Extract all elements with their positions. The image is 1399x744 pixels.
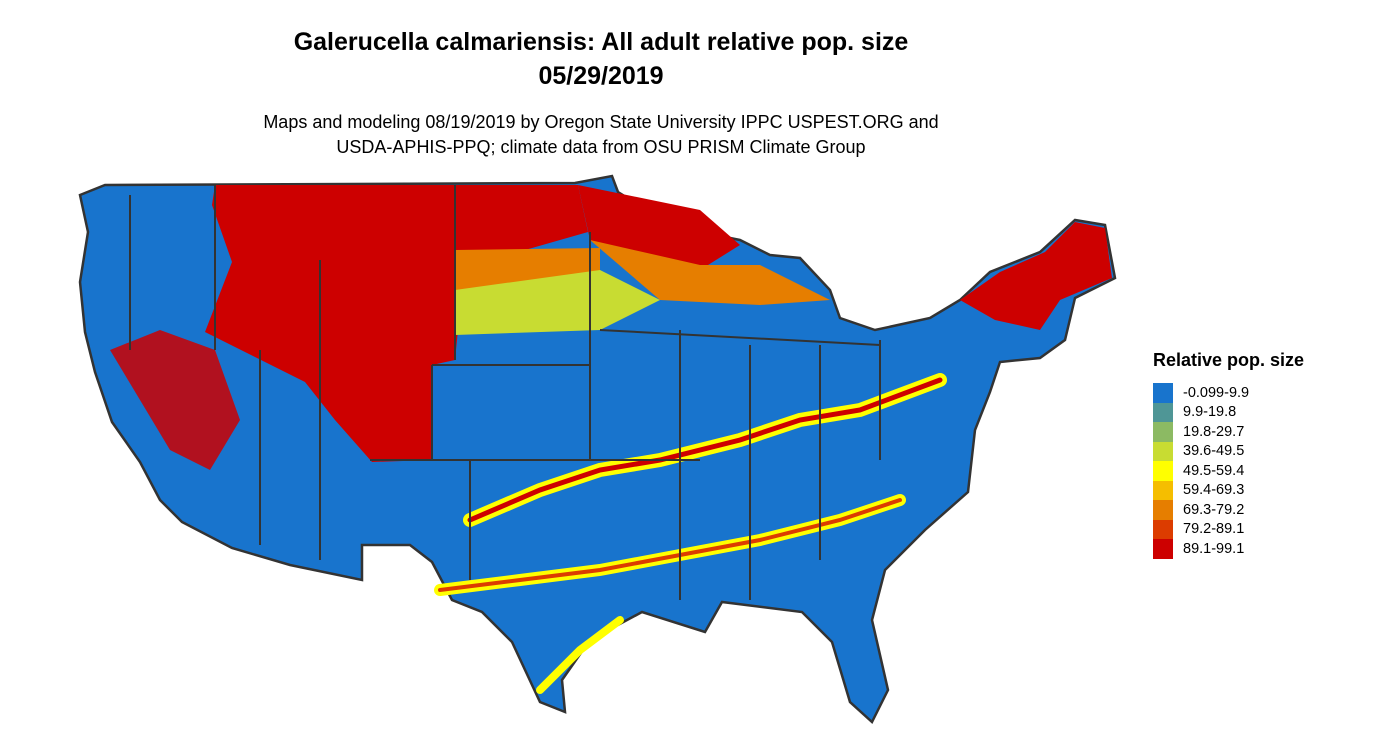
legend-title: Relative pop. size [1153, 350, 1305, 370]
us-map [78, 174, 1117, 725]
legend-label: 9.9-19.8 [1183, 404, 1237, 421]
legend-label: 19.8-29.7 [1183, 423, 1245, 440]
legend: Relative pop. size -0.099-9.9 9.9-19.8 19.… [1153, 350, 1304, 559]
legend-item: -0.099-9.9 [1153, 383, 1304, 403]
legend-item: 89.1-99.1 [1153, 539, 1304, 559]
legend-label: 69.3-79.2 [1183, 501, 1245, 518]
legend-item: 9.9-19.8 [1153, 402, 1304, 422]
legend-swatch [1153, 383, 1173, 403]
legend-item: 39.6-49.5 [1153, 441, 1304, 461]
map-date: 05/29/2019 [538, 62, 664, 90]
moderate-band-nebraska [455, 270, 660, 335]
moderate-band-midwest [590, 240, 830, 305]
subtitle-line-1: Maps and modeling 08/19/2019 by Oregon S… [263, 112, 939, 132]
legend-item: 59.4-69.3 [1153, 480, 1304, 500]
legend-item: 19.8-29.7 [1153, 422, 1304, 442]
legend-swatch [1153, 402, 1173, 422]
subtitle-line-2: USDA-APHIS-PPQ; climate data from OSU PR… [336, 137, 866, 157]
legend-swatch [1153, 480, 1173, 500]
legend-swatch [1153, 422, 1173, 442]
legend-swatch [1153, 500, 1173, 520]
legend-swatch [1153, 441, 1173, 461]
legend-label: 89.1-99.1 [1183, 540, 1245, 557]
legend-label: 59.4-69.3 [1183, 482, 1245, 499]
legend-label: 49.5-59.4 [1183, 462, 1245, 479]
legend-item: 69.3-79.2 [1153, 500, 1304, 520]
state-borders [129, 185, 881, 600]
legend-item: 79.2-89.1 [1153, 519, 1304, 539]
legend-swatch [1153, 539, 1173, 559]
legend-item: 49.5-59.4 [1153, 461, 1304, 481]
high-population-region-northeast [960, 222, 1112, 330]
high-population-region-west-coast [110, 330, 240, 470]
legend-label: -0.099-9.9 [1183, 384, 1250, 401]
legend-label: 79.2-89.1 [1183, 521, 1245, 538]
legend-swatch [1153, 519, 1173, 539]
map-title: Galerucella calmariensis: All adult rela… [293, 28, 909, 56]
legend-label: 39.6-49.5 [1183, 443, 1245, 460]
legend-swatch [1153, 461, 1173, 481]
